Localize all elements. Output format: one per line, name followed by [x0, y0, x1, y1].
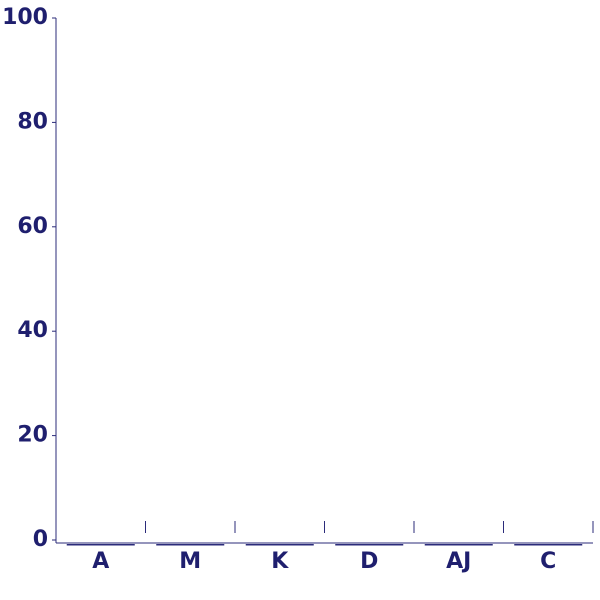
bar-d: [335, 544, 404, 546]
bar-m: [156, 544, 225, 546]
bar-aj: [424, 544, 493, 546]
y-tick-label: 80: [17, 109, 48, 134]
bar-series: [66, 544, 583, 546]
y-axis: 0 20 40 60 80 100: [2, 5, 57, 552]
bar-a: [66, 544, 135, 546]
x-tick-label: K: [271, 549, 289, 574]
y-tick-label: 100: [2, 5, 48, 30]
x-axis: A M K D AJ C: [56, 521, 594, 574]
x-tick-label: AJ: [446, 549, 471, 574]
y-tick-label: 40: [17, 318, 48, 343]
x-tick-label: A: [92, 549, 109, 574]
x-tick-label: M: [179, 549, 201, 574]
y-tick-label: 20: [17, 423, 48, 448]
x-tick-label: D: [360, 549, 378, 574]
bar-k: [245, 544, 314, 546]
y-tick-label: 0: [33, 527, 48, 552]
x-tick-label: C: [540, 549, 556, 574]
y-tick-label: 60: [17, 214, 48, 239]
bar-c: [514, 544, 583, 546]
